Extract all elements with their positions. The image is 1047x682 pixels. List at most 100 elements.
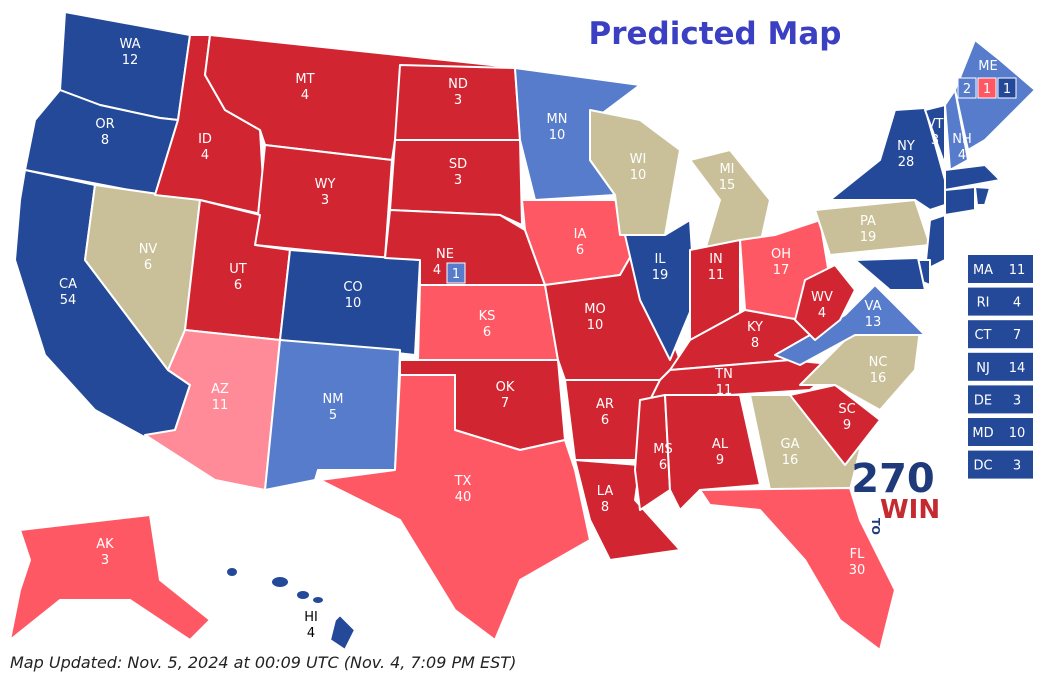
state-abbr: WY: [315, 177, 336, 192]
state-abbr: NV: [139, 242, 158, 257]
state-abbr: MO: [584, 302, 605, 317]
state-votes: 16: [870, 371, 887, 386]
state-shape[interactable]: [789, 384, 881, 466]
state-abbr: NH: [952, 132, 972, 147]
state-shape[interactable]: [774, 284, 926, 366]
state-shape[interactable]: [924, 214, 946, 271]
state-abbr: AK: [96, 537, 114, 552]
logo[interactable]: 270 TO WIN: [851, 456, 940, 535]
state-votes: 6: [576, 243, 584, 258]
box-votes: 11: [1009, 263, 1026, 278]
state-votes: 3: [454, 173, 462, 188]
district-votes: 1: [1003, 82, 1011, 97]
state-votes: 19: [652, 268, 669, 283]
state-abbr: MI: [719, 162, 734, 177]
state-votes: 10: [549, 128, 566, 143]
state-shape[interactable]: [264, 339, 401, 491]
island: [297, 591, 309, 599]
state-abbr: IL: [654, 252, 666, 267]
state-box[interactable]: [968, 450, 1033, 479]
state-shape[interactable]: [794, 264, 856, 341]
box-abbr: MA: [973, 263, 993, 278]
state-box[interactable]: [968, 352, 1033, 381]
state-box[interactable]: [968, 385, 1033, 414]
state-abbr: TN: [714, 367, 733, 382]
state-abbr: AR: [596, 397, 614, 412]
state-abbr: WI: [630, 152, 647, 167]
state-abbr: LA: [597, 484, 614, 499]
state-votes: 9: [716, 453, 724, 468]
state-votes: 30: [849, 563, 866, 578]
district-box: [957, 77, 977, 99]
states: [9, 11, 1036, 651]
state-box[interactable]: [968, 255, 1033, 283]
box-abbr: DC: [973, 459, 992, 474]
state-votes: 28: [898, 155, 915, 170]
state-abbr: VA: [865, 299, 882, 314]
state-votes: 19: [860, 230, 877, 245]
state-abbr: ND: [448, 77, 468, 92]
state-votes: 11: [708, 268, 725, 283]
state-box[interactable]: [968, 287, 1033, 316]
state-shape[interactable]: [634, 394, 671, 511]
state-votes: 15: [719, 178, 736, 193]
island: [227, 568, 237, 576]
island: [313, 597, 323, 603]
state-abbr: PA: [860, 214, 876, 229]
state-shape[interactable]: [389, 139, 523, 226]
state-votes: 17: [773, 263, 790, 278]
state-abbr: KY: [747, 320, 763, 335]
state-shape[interactable]: [974, 186, 991, 206]
state-shape[interactable]: [9, 514, 211, 641]
state-shape[interactable]: [944, 89, 969, 171]
state-abbr: NC: [869, 355, 888, 370]
state-abbr: FL: [850, 547, 865, 562]
state-abbr: TX: [454, 474, 472, 489]
state-shape[interactable]: [924, 104, 946, 166]
state-abbr: AZ: [211, 382, 229, 397]
state-shape[interactable]: [854, 257, 926, 291]
state-box[interactable]: [968, 418, 1033, 446]
state-box[interactable]: [968, 320, 1033, 349]
state-abbr: WA: [119, 37, 140, 52]
state-shape[interactable]: [279, 249, 421, 356]
state-votes: 54: [60, 293, 77, 308]
box-votes: 3: [1013, 459, 1021, 474]
state-votes: 4: [958, 148, 966, 163]
state-abbr: MT: [295, 72, 314, 87]
box-votes: 14: [1009, 361, 1026, 376]
logo-number: 270: [851, 456, 935, 502]
state-votes: 4: [307, 626, 315, 641]
state-votes: 10: [587, 318, 604, 333]
state-votes: 5: [329, 408, 337, 423]
state-abbr: UT: [229, 262, 247, 277]
state-votes: 6: [234, 278, 242, 293]
state-abbr: NM: [323, 392, 344, 407]
box-votes: 10: [1009, 426, 1026, 441]
state-votes: 3: [454, 93, 462, 108]
state-abbr: MN: [547, 112, 568, 127]
state-votes: 10: [345, 296, 362, 311]
district-box: [446, 262, 466, 284]
state-shape[interactable]: [329, 614, 356, 651]
state-abbr: NE: [436, 247, 454, 262]
state-abbr: ME: [978, 59, 997, 74]
state-votes: 3: [321, 193, 329, 208]
state-abbr: MS: [653, 442, 672, 457]
state-shape[interactable]: [699, 487, 896, 651]
state-votes: 11: [716, 383, 733, 398]
district-votes: 1: [452, 267, 460, 282]
state-abbr: KS: [479, 309, 496, 324]
state-abbr: IN: [709, 252, 723, 267]
box-abbr: RI: [977, 296, 990, 311]
state-shape[interactable]: [944, 164, 1001, 191]
state-shape[interactable]: [944, 186, 976, 216]
box-abbr: DE: [974, 393, 992, 408]
state-shape[interactable]: [319, 374, 591, 641]
state-votes: 6: [483, 325, 491, 340]
box-votes: 4: [1013, 296, 1021, 311]
box-abbr: CT: [974, 328, 991, 343]
state-votes: 12: [122, 53, 139, 68]
state-abbr: VT: [927, 117, 944, 132]
